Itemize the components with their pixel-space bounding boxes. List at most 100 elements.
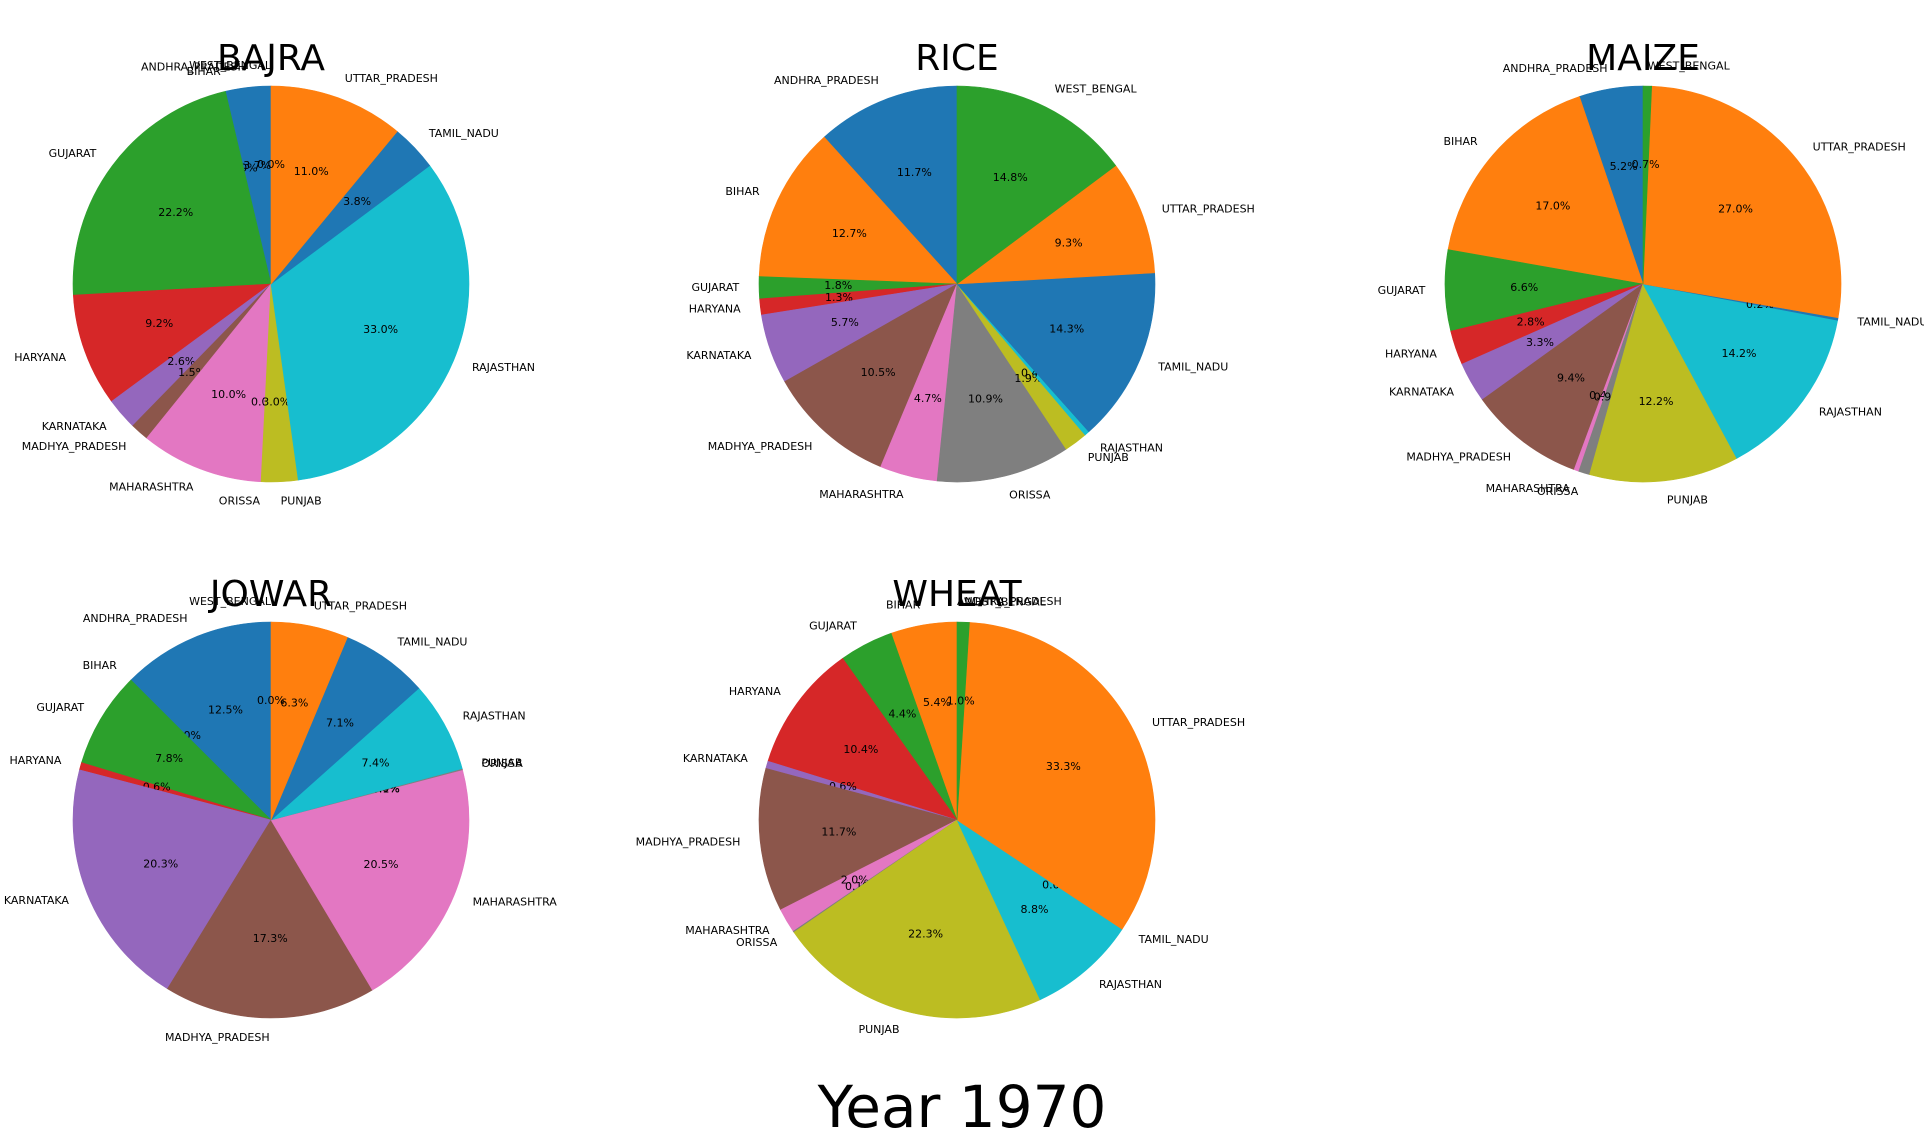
pie-slice-haryana bbox=[73, 283, 272, 402]
pie-slice-bihar bbox=[1447, 96, 1644, 285]
percent-label-uttar-pradesh: 11.0% bbox=[294, 165, 329, 178]
chart-title: MAIZE bbox=[1586, 38, 1700, 79]
pie-slice-uttar-pradesh bbox=[1642, 85, 1842, 319]
pie-slice-west-bengal bbox=[1642, 85, 1653, 285]
slice-label-maharashtra: MAHARASHTRA bbox=[685, 924, 770, 937]
slice-label-uttar-pradesh: UTTAR_PRADESH bbox=[345, 72, 438, 85]
slice-label-punjab: PUNJAB bbox=[281, 495, 322, 508]
slice-label-orissa: ORISSA bbox=[482, 757, 524, 770]
percent-label-rajasthan: 7.4% bbox=[362, 757, 390, 770]
slice-label-uttar-pradesh: UTTAR_PRADESH bbox=[314, 599, 407, 612]
chart-title: WHEAT bbox=[892, 574, 1022, 615]
pie-slice-andhra-pradesh bbox=[130, 621, 272, 821]
percent-label-haryana: 9.2% bbox=[145, 317, 173, 330]
percent-label-bihar: 5.4% bbox=[923, 696, 951, 709]
slice-label-rajasthan: RAJASTHAN bbox=[1099, 978, 1162, 991]
slice-label-maharashtra: MAHARASHTRA bbox=[819, 488, 904, 501]
percent-label-gujarat: 7.8% bbox=[155, 752, 183, 765]
slice-label-madhya-pradesh: MADHYA_PRADESH bbox=[165, 1031, 270, 1044]
pie-slice-tamil-nadu bbox=[956, 272, 1156, 433]
slice-label-andhra-pradesh: ANDHRA_PRADESH bbox=[1503, 62, 1608, 75]
percent-label-rajasthan: 14.2% bbox=[1721, 347, 1756, 360]
pie-chart-rice: RICE ANDHRA_PRADESH 11.7% BIHAR 12.7% GUJARAT… bbox=[686, 38, 1254, 501]
percent-label-karnataka: 3.3% bbox=[1526, 336, 1554, 349]
percent-label-andhra-pradesh: 5.2% bbox=[1610, 160, 1638, 173]
percent-label-tamil-nadu: 3.8% bbox=[343, 195, 371, 208]
percent-label-andhra-pradesh: 12.5% bbox=[208, 703, 243, 716]
percent-label-maharashtra: 20.5% bbox=[363, 858, 398, 871]
slice-label-gujarat: GUJARAT bbox=[49, 147, 97, 160]
percent-label-uttar-pradesh: 9.3% bbox=[1055, 236, 1083, 249]
pie-slice-karnataka bbox=[72, 769, 272, 990]
slice-label-west-bengal: WEST_BENGAL bbox=[964, 595, 1047, 608]
pie-slice-rajasthan bbox=[270, 165, 470, 481]
slice-label-gujarat: GUJARAT bbox=[691, 281, 739, 294]
slice-label-orissa: ORISSA bbox=[736, 936, 778, 949]
pie-slice-rajasthan bbox=[1642, 283, 1839, 459]
percent-label-andhra-pradesh: 11.7% bbox=[897, 166, 932, 179]
pie-slice-madhya-pradesh bbox=[1481, 283, 1644, 471]
pie-slice-bihar bbox=[758, 136, 958, 285]
slice-label-bihar: BIHAR bbox=[187, 65, 222, 78]
slice-label-haryana: HARYANA bbox=[689, 302, 741, 315]
percent-label-andhra-pradesh: 3.7% bbox=[243, 159, 271, 172]
percent-label-karnataka: 2.6% bbox=[167, 355, 195, 368]
percent-label-madhya-pradesh: 17.3% bbox=[253, 932, 288, 945]
slice-label-madhya-pradesh: MADHYA_PRADESH bbox=[22, 440, 127, 453]
pie-chart-jowar: JOWAR ANDHRA_PRADESH 12.5% BIHAR 0.0% GUJARAT… bbox=[4, 574, 557, 1044]
pie-chart-wheat: WHEATANDHRA_PRADESH0.0%BIHAR5.4%GUJARAT4… bbox=[636, 574, 1245, 1036]
slice-label-haryana: HARYANA bbox=[729, 685, 781, 698]
slice-label-west-bengal: WEST_BENGAL bbox=[1648, 59, 1731, 72]
slice-label-west-bengal: WEST_BENGAL bbox=[189, 595, 272, 608]
slice-label-gujarat: GUJARAT bbox=[809, 620, 857, 633]
pie-slice-gujarat bbox=[72, 90, 272, 296]
pie-slice-punjab bbox=[1589, 283, 1738, 483]
slice-label-tamil-nadu: TAMIL_NADU bbox=[396, 636, 467, 649]
slice-label-bihar: BIHAR bbox=[725, 185, 760, 198]
pie-slice-haryana bbox=[767, 657, 958, 821]
slice-label-punjab: PUNJAB bbox=[858, 1023, 899, 1036]
figure-title: Year 1970 bbox=[817, 1073, 1107, 1141]
slice-label-andhra-pradesh: ANDHRA_PRADESH bbox=[83, 612, 188, 625]
pie-slice-gujarat bbox=[81, 679, 272, 821]
percent-label-bihar: 12.7% bbox=[832, 227, 867, 240]
slice-label-west-bengal: WEST_BENGAL bbox=[1055, 82, 1138, 95]
slice-label-karnataka: KARNATAKA bbox=[42, 420, 107, 433]
percent-label-madhya-pradesh: 9.4% bbox=[1557, 372, 1585, 385]
slice-label-maharashtra: MAHARASHTRA bbox=[109, 481, 194, 494]
pie-slice-madhya-pradesh bbox=[167, 819, 373, 1019]
slice-label-west-bengal: WEST_BENGAL bbox=[189, 59, 272, 72]
slice-label-tamil-nadu: TAMIL_NADU bbox=[428, 127, 499, 140]
pie-slice-rajasthan bbox=[956, 819, 1123, 1001]
slice-label-bihar: BIHAR bbox=[1443, 135, 1478, 148]
slice-label-rajasthan: RAJASTHAN bbox=[472, 361, 535, 374]
slice-label-tamil-nadu: TAMIL_NADU bbox=[1856, 315, 1924, 328]
pie-slice-uttar-pradesh bbox=[270, 85, 398, 285]
slice-label-karnataka: KARNATAKA bbox=[686, 349, 751, 362]
percent-label-madhya-pradesh: 10.5% bbox=[861, 366, 896, 379]
percent-label-west-bengal: 0.0% bbox=[257, 158, 285, 171]
slice-label-haryana: HARYANA bbox=[1385, 347, 1437, 360]
slice-label-uttar-pradesh: UTTAR_PRADESH bbox=[1162, 203, 1255, 216]
percent-label-tamil-nadu: 7.1% bbox=[326, 716, 354, 729]
slice-label-rajasthan: RAJASTHAN bbox=[1100, 441, 1163, 454]
slice-label-punjab: PUNJAB bbox=[481, 756, 522, 769]
chart-title: JOWAR bbox=[208, 574, 332, 615]
slice-label-andhra-pradesh: ANDHRA_PRADESH bbox=[141, 61, 246, 74]
slice-label-orissa: ORISSA bbox=[1537, 485, 1579, 498]
slice-label-punjab: PUNJAB bbox=[1088, 451, 1129, 464]
slice-label-tamil-nadu: TAMIL_NADU bbox=[1157, 360, 1228, 373]
slice-label-haryana: HARYANA bbox=[14, 351, 66, 364]
percent-label-uttar-pradesh: 6.3% bbox=[280, 697, 308, 710]
slice-label-haryana: HARYANA bbox=[9, 754, 61, 767]
slice-label-gujarat: GUJARAT bbox=[36, 701, 84, 714]
slice-label-andhra-pradesh: ANDHRA_PRADESH bbox=[957, 595, 1062, 608]
percent-label-uttar-pradesh: 27.0% bbox=[1718, 203, 1753, 216]
slice-label-karnataka: KARNATAKA bbox=[1389, 385, 1454, 398]
pie-slice-madhya-pradesh bbox=[784, 283, 958, 468]
slice-label-maharashtra: MAHARASHTRA bbox=[1486, 482, 1571, 495]
percent-label-haryana: 1.3% bbox=[825, 291, 853, 304]
